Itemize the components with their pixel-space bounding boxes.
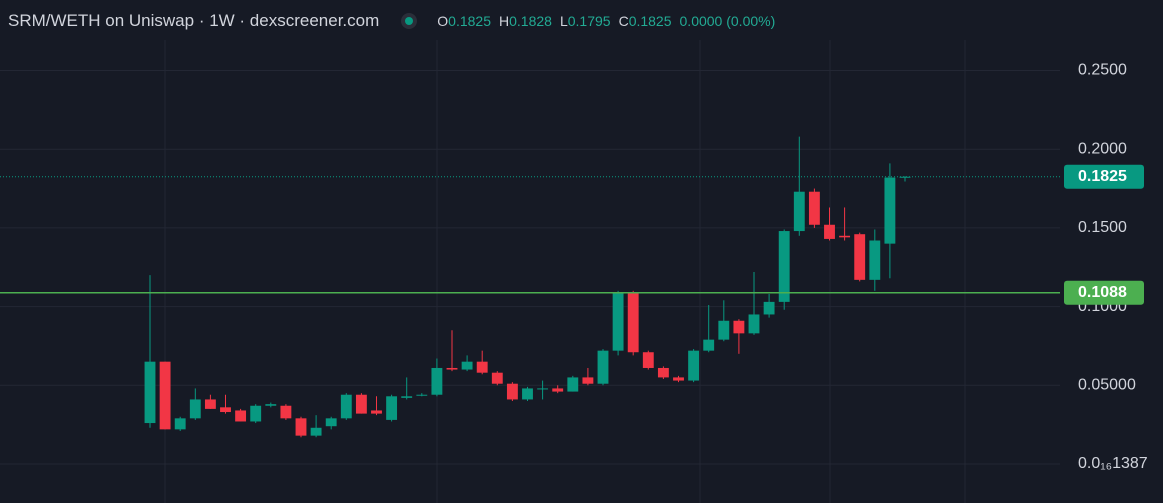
title: SRM/WETH on Uniswap · 1W · dexscreener.c…: [8, 11, 380, 30]
candle-body: [386, 396, 398, 420]
ohlc-legend: O0.1825 H0.1828 L0.1795 C0.1825 0.0000 (0.00…: [437, 13, 775, 29]
candle-body: [491, 372, 503, 384]
ohlc-value: 0.1825: [448, 13, 491, 29]
candle-body: [220, 407, 231, 413]
candle-body: [673, 377, 684, 381]
candle-body: [522, 388, 533, 400]
candle-body: [446, 367, 458, 370]
candle-body: [642, 352, 654, 368]
candle-body: [265, 404, 277, 406]
candle-body: [340, 394, 352, 419]
candle-body: [476, 361, 488, 373]
last-price-label: 0.1825: [1078, 168, 1127, 185]
candle-body: [371, 410, 382, 414]
candle-body: [416, 394, 428, 396]
candle-body: [733, 320, 745, 334]
candle-body: [793, 191, 805, 232]
candle-body: [854, 234, 866, 280]
candle-body: [688, 350, 700, 381]
ohlc-label: L: [559, 13, 568, 29]
candle-body: [250, 405, 262, 422]
candle-body: [204, 399, 216, 409]
candle-body: [582, 377, 594, 384]
candle-body: [597, 350, 609, 384]
y-tick-label: 0.2000: [1078, 140, 1127, 157]
y-tick-label: 0.2500: [1078, 62, 1127, 79]
candle-body: [808, 191, 820, 225]
candle-body: [718, 320, 730, 340]
candle-body: [839, 235, 851, 238]
ohlc-label: H: [498, 13, 510, 29]
header: SRM/WETH on Uniswap · 1W · dexscreener.c…: [8, 11, 775, 31]
candle-body: [159, 361, 171, 430]
candle-body: [401, 396, 413, 398]
candle-body: [280, 405, 292, 419]
last-price-box: [1064, 164, 1144, 189]
ohlc-item: H0.1828: [499, 13, 552, 29]
candle-body: [144, 361, 156, 424]
candle-body: [884, 177, 896, 244]
candle-body: [552, 388, 564, 392]
candle-body: [310, 427, 322, 436]
ohlc-label: C: [618, 13, 629, 29]
status-dot: [401, 13, 418, 29]
candle-body: [174, 418, 186, 430]
y-tick-label: 0.0₁₆1387: [1078, 455, 1148, 472]
candle-body: [824, 224, 835, 239]
candle-body: [189, 399, 201, 419]
candle-body: [627, 292, 639, 353]
candle-body: [461, 361, 473, 370]
level-label: 0.1088: [1078, 284, 1127, 301]
ohlc-value: 0.1825: [628, 13, 672, 29]
ohlc-value: 0.1828: [509, 13, 552, 29]
candle-body: [778, 231, 790, 302]
candle-body: [612, 292, 624, 351]
change: 0.0000 (0.00%): [679, 13, 776, 29]
ohlc-item: C0.1825: [619, 13, 672, 29]
candle-body: [431, 367, 443, 395]
candle-body: [763, 301, 775, 315]
candle-body: [355, 394, 367, 414]
y-tick-label: 0.1500: [1078, 219, 1127, 236]
candle-body: [567, 377, 579, 392]
candle-body: [235, 410, 247, 422]
ohlc-label: O: [437, 13, 449, 29]
candle-body: [748, 314, 760, 334]
ohlc-value: 0.1795: [567, 13, 611, 29]
candle-body: [325, 418, 337, 427]
candle-body: [537, 388, 549, 390]
candle-body: [869, 240, 881, 280]
ohlc-item: O0.1825: [437, 13, 491, 29]
level-box: [1064, 280, 1144, 305]
candle-body: [657, 367, 669, 378]
ohlc-item: L0.1795: [560, 13, 611, 29]
y-tick-label: 0.05000: [1078, 377, 1136, 394]
candle-body: [703, 339, 715, 351]
candle-body: [506, 383, 518, 400]
candle-body: [295, 418, 307, 436]
candle-body: [899, 176, 911, 178]
